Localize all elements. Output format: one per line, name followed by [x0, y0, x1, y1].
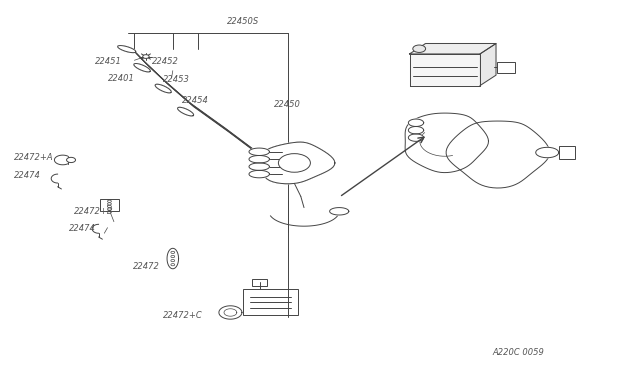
Polygon shape: [480, 44, 496, 86]
Circle shape: [278, 154, 310, 172]
Polygon shape: [410, 54, 480, 86]
Bar: [559, 146, 575, 159]
Polygon shape: [118, 45, 136, 53]
Bar: [100, 199, 119, 211]
Text: 22472: 22472: [133, 262, 160, 271]
Polygon shape: [408, 119, 424, 126]
Text: 22474: 22474: [69, 224, 96, 233]
Circle shape: [171, 260, 175, 262]
Text: 22450S: 22450S: [227, 17, 259, 26]
Circle shape: [171, 255, 175, 257]
Text: 22472+B: 22472+B: [74, 207, 113, 216]
Polygon shape: [536, 147, 559, 158]
Polygon shape: [330, 208, 349, 215]
Text: 22450: 22450: [274, 100, 301, 109]
Polygon shape: [405, 113, 488, 173]
Circle shape: [108, 200, 111, 202]
Polygon shape: [155, 84, 172, 93]
Circle shape: [171, 263, 175, 266]
Bar: [243, 289, 298, 315]
Bar: [252, 279, 268, 286]
Polygon shape: [249, 148, 269, 155]
Text: 22452: 22452: [152, 57, 179, 66]
Text: 22401: 22401: [108, 74, 134, 83]
Polygon shape: [177, 107, 194, 116]
Circle shape: [143, 55, 149, 58]
Text: 22472+A: 22472+A: [14, 153, 54, 162]
Bar: [497, 62, 515, 73]
Text: 22454: 22454: [182, 96, 209, 105]
Circle shape: [413, 45, 426, 52]
Polygon shape: [446, 121, 550, 188]
Polygon shape: [167, 248, 179, 269]
Polygon shape: [408, 126, 424, 134]
Polygon shape: [249, 155, 269, 163]
Polygon shape: [134, 64, 150, 72]
Text: 22472+C: 22472+C: [163, 311, 203, 320]
Polygon shape: [410, 44, 496, 54]
Text: 22451: 22451: [95, 57, 122, 66]
Text: A220C 0059: A220C 0059: [493, 348, 545, 357]
Circle shape: [108, 205, 111, 208]
Text: 22474: 22474: [14, 171, 41, 180]
Polygon shape: [249, 170, 269, 178]
Polygon shape: [264, 142, 335, 184]
Circle shape: [108, 203, 111, 205]
Polygon shape: [249, 163, 269, 170]
Polygon shape: [219, 306, 242, 319]
Circle shape: [171, 251, 175, 254]
Circle shape: [108, 208, 111, 210]
Circle shape: [67, 157, 76, 163]
Text: 22453: 22453: [163, 76, 190, 84]
Polygon shape: [408, 134, 424, 141]
